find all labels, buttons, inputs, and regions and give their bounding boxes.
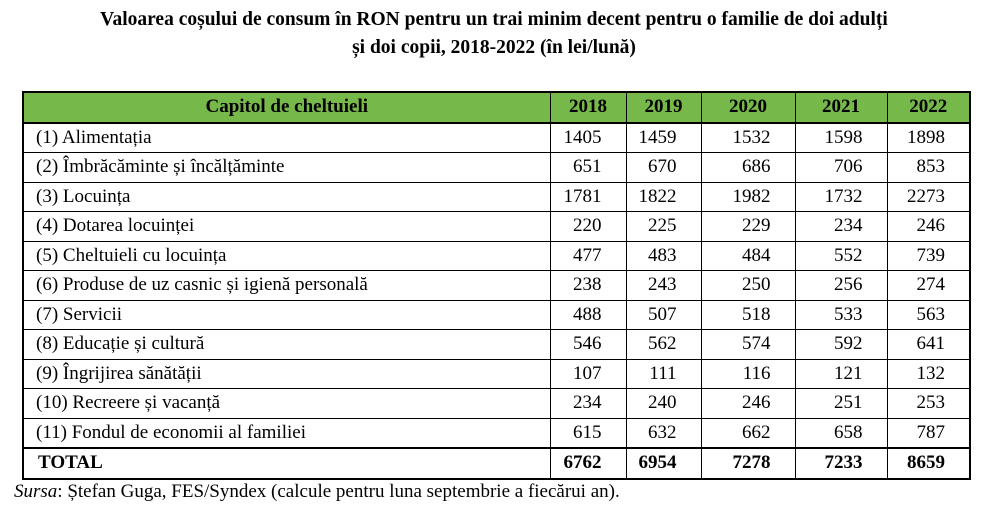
cell-value: 238 (549, 270, 627, 301)
column-header-year: 2022 (886, 91, 971, 124)
cell-value: 250 (700, 270, 796, 301)
cell-value: 562 (625, 329, 702, 360)
cell-value: 1982 (700, 181, 796, 212)
cell-value: 229 (700, 211, 796, 242)
cell-value: 787 (886, 417, 971, 449)
cell-value: 116 (700, 358, 796, 389)
row-label: (9) Îngrijirea sănătății (22, 358, 551, 389)
row-label: (5) Cheltuieli cu locuința (22, 240, 551, 271)
cell-value: 533 (794, 299, 888, 330)
cell-value: 1732 (794, 181, 888, 212)
cell-value: 477 (549, 240, 627, 271)
cell-value: 246 (886, 211, 971, 242)
row-label: (1) Alimentația (22, 122, 551, 153)
row-label: (10) Recreere și vacanță (22, 388, 551, 419)
cell-value: 641 (886, 329, 971, 360)
cell-value: 632 (625, 417, 702, 449)
cell-value: 107 (549, 358, 627, 389)
cell-value: 220 (549, 211, 627, 242)
total-value: 6954 (625, 447, 702, 480)
table-row: (4) Dotarea locuinței 220 225 229 234 24… (22, 211, 971, 242)
cell-value: 651 (549, 152, 627, 183)
row-label: (7) Servicii (22, 299, 551, 330)
cell-value: 1822 (625, 181, 702, 212)
column-header-year: 2019 (625, 91, 702, 124)
row-label: (6) Produse de uz casnic și igienă perso… (22, 270, 551, 301)
row-label: (2) Îmbrăcăminte și încălțăminte (22, 152, 551, 183)
cell-value: 1459 (625, 122, 702, 153)
cell-value: 225 (625, 211, 702, 242)
table-row: (3) Locuința 1781 1822 1982 1732 2273 (22, 181, 971, 212)
total-row: TOTAL 6762 6954 7278 7233 8659 (22, 447, 971, 480)
title-line-2: și doi copii, 2018-2022 (în lei/lună) (352, 37, 636, 58)
cell-value: 251 (794, 388, 888, 419)
row-label: (4) Dotarea locuinței (22, 211, 551, 242)
cell-value: 552 (794, 240, 888, 271)
total-value: 8659 (886, 447, 971, 480)
cell-value: 483 (625, 240, 702, 271)
cell-value: 1598 (794, 122, 888, 153)
total-label: TOTAL (22, 447, 551, 480)
cell-value: 563 (886, 299, 971, 330)
total-value: 7278 (700, 447, 796, 480)
cell-value: 246 (700, 388, 796, 419)
total-value: 6762 (549, 447, 627, 480)
cell-value: 121 (794, 358, 888, 389)
source-label: Sursa (14, 481, 58, 502)
source-note: Sursa: Ștefan Guga, FES/Syndex (calcule … (14, 481, 620, 503)
row-label: (11) Fondul de economii al familiei (22, 417, 551, 449)
table-row: (8) Educație și cultură 546 562 574 592 … (22, 329, 971, 360)
column-header-year: 2018 (549, 91, 627, 124)
table-header-row: Capitol de cheltuieli 2018 2019 2020 202… (22, 91, 971, 124)
column-header-category: Capitol de cheltuieli (22, 91, 551, 124)
cell-value: 234 (549, 388, 627, 419)
cell-value: 574 (700, 329, 796, 360)
table-row: (7) Servicii 488 507 518 533 563 (22, 299, 971, 330)
cell-value: 111 (625, 358, 702, 389)
cell-value: 1532 (700, 122, 796, 153)
table-row: (6) Produse de uz casnic și igienă perso… (22, 270, 971, 301)
table-row: (10) Recreere și vacanță 234 240 246 251… (22, 388, 971, 419)
table-row: (5) Cheltuieli cu locuința 477 483 484 5… (22, 240, 971, 271)
table-row: (1) Alimentația 1405 1459 1532 1598 1898 (22, 122, 971, 153)
cell-value: 546 (549, 329, 627, 360)
cell-value: 488 (549, 299, 627, 330)
table-row: (11) Fondul de economii al familiei 615 … (22, 417, 971, 449)
cell-value: 253 (886, 388, 971, 419)
cell-value: 739 (886, 240, 971, 271)
cell-value: 686 (700, 152, 796, 183)
cell-value: 706 (794, 152, 888, 183)
cell-value: 243 (625, 270, 702, 301)
cell-value: 670 (625, 152, 702, 183)
expenses-table: Capitol de cheltuieli 2018 2019 2020 202… (22, 91, 971, 480)
cell-value: 1405 (549, 122, 627, 153)
document-title: Valoarea coșului de consum în RON pentru… (0, 6, 988, 62)
cell-value: 234 (794, 211, 888, 242)
cell-value: 662 (700, 417, 796, 449)
cell-value: 507 (625, 299, 702, 330)
table-row: (2) Îmbrăcăminte și încălțăminte 651 670… (22, 152, 971, 183)
cell-value: 592 (794, 329, 888, 360)
column-header-year: 2020 (700, 91, 796, 124)
source-text: : Ștefan Guga, FES/Syndex (calcule pentr… (57, 481, 620, 502)
cell-value: 256 (794, 270, 888, 301)
cell-value: 484 (700, 240, 796, 271)
cell-value: 240 (625, 388, 702, 419)
cell-value: 615 (549, 417, 627, 449)
title-line-1: Valoarea coșului de consum în RON pentru… (100, 9, 888, 30)
cell-value: 1781 (549, 181, 627, 212)
total-value: 7233 (794, 447, 888, 480)
row-label: (8) Educație și cultură (22, 329, 551, 360)
column-header-year: 2021 (794, 91, 888, 124)
row-label: (3) Locuința (22, 181, 551, 212)
cell-value: 853 (886, 152, 971, 183)
cell-value: 132 (886, 358, 971, 389)
cell-value: 518 (700, 299, 796, 330)
cell-value: 2273 (886, 181, 971, 212)
cell-value: 658 (794, 417, 888, 449)
cell-value: 274 (886, 270, 971, 301)
cell-value: 1898 (886, 122, 971, 153)
table-row: (9) Îngrijirea sănătății 107 111 116 121… (22, 358, 971, 389)
